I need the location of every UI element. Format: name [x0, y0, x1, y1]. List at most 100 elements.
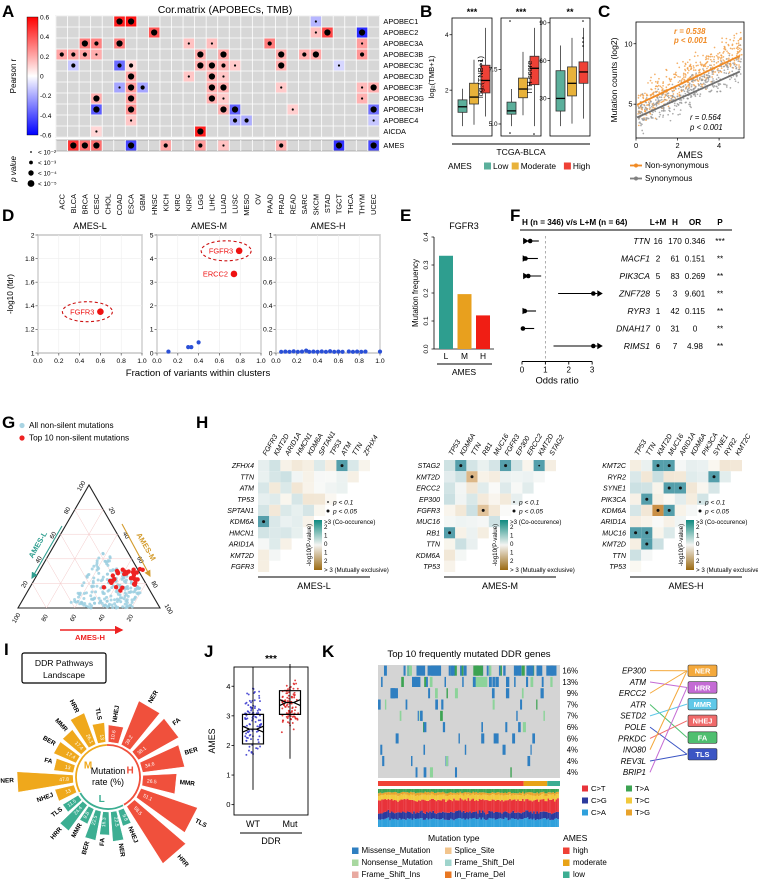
h-cell: [630, 471, 642, 483]
svg-text:P: P: [717, 218, 723, 227]
svg-text:AICDA: AICDA: [383, 127, 406, 136]
svg-text:ZNF728: ZNF728: [618, 289, 650, 299]
h-cell: [663, 527, 675, 539]
svg-text:Mutation: Mutation: [91, 766, 126, 776]
svg-text:4: 4: [445, 32, 449, 39]
panel-e-label: E: [400, 206, 412, 225]
svg-text:0.2: 0.2: [292, 358, 302, 365]
oncoprint-cell: [475, 665, 483, 676]
h-cell: [511, 482, 523, 494]
svg-text:ZFHX4: ZFHX4: [362, 434, 380, 458]
h-cell: [302, 460, 314, 472]
h-cell: [336, 482, 348, 494]
svg-text:NHEJ: NHEJ: [36, 792, 55, 804]
h-cell: [630, 549, 642, 561]
h-cell: [466, 482, 478, 494]
panel-c: C 0 2 4 10 5 AMES Mutation counts (log2) r = 0.…: [596, 0, 758, 205]
svg-text:1: 1: [324, 550, 328, 557]
svg-text:170: 170: [668, 237, 682, 246]
svg-text:60: 60: [539, 58, 547, 65]
svg-text:PRAD: PRAD: [277, 194, 286, 215]
h-cell: [258, 538, 270, 550]
svg-text:0.6: 0.6: [40, 15, 49, 22]
svg-text:APOBEC3D: APOBEC3D: [383, 72, 423, 81]
svg-text:20: 20: [126, 613, 136, 623]
svg-text:0.0: 0.0: [33, 358, 43, 365]
svg-text:LGG: LGG: [196, 194, 205, 210]
svg-text:TLS: TLS: [696, 750, 710, 759]
oncoprint-cell: [495, 676, 499, 687]
svg-text:PIK3CA: PIK3CA: [619, 271, 650, 281]
svg-text:CHOL: CHOL: [104, 194, 113, 215]
oncoprint-cell: [446, 756, 448, 767]
svg-text:READ: READ: [288, 194, 297, 215]
svg-text:0.8: 0.8: [116, 358, 126, 365]
svg-text:47.8: 47.8: [59, 777, 69, 784]
svg-text:Mutation counts (log2): Mutation counts (log2): [609, 37, 619, 122]
h-cell: [697, 493, 709, 505]
oncoprint-cell: [505, 688, 510, 699]
svg-text:1: 1: [324, 533, 328, 540]
svg-text:APOBEC3B: APOBEC3B: [383, 50, 423, 59]
panel-e-plot: FGFR3 0.4 0.3 0.2 0.1 0.0 L M H Mutation frequenc…: [411, 221, 494, 377]
svg-text:T>C: T>C: [635, 796, 650, 805]
oncoprint-cell: [488, 676, 492, 687]
svg-text:0.0: 0.0: [271, 358, 281, 365]
oncoprint-cell: [489, 665, 492, 676]
svg-text:FA: FA: [44, 757, 54, 766]
svg-text:In_Frame_Del: In_Frame_Del: [455, 870, 506, 879]
svg-text:Missense_Mutation: Missense_Mutation: [362, 846, 431, 855]
svg-text:7%: 7%: [567, 700, 578, 709]
svg-text:rate (%): rate (%): [92, 777, 124, 787]
svg-text:1: 1: [656, 307, 661, 316]
h-cell: [302, 516, 314, 528]
oncoprint-cell: [403, 665, 406, 676]
svg-text:ZFHX4: ZFHX4: [231, 463, 254, 470]
svg-text:MMR: MMR: [694, 700, 712, 709]
oncoprint-cell: [423, 744, 426, 755]
h-cell: [641, 504, 653, 516]
svg-text:TP53: TP53: [237, 497, 254, 504]
h-cell: [488, 482, 500, 494]
bar: [476, 315, 490, 349]
h-cell: [641, 471, 653, 483]
h-cell: [455, 493, 467, 505]
oncoprint-cell: [411, 756, 413, 767]
oncoprint-cell: [431, 665, 442, 676]
h-cell: [522, 482, 534, 494]
svg-text:0: 0: [226, 800, 230, 809]
ddr-bar: [62, 729, 88, 755]
svg-text:4: 4: [717, 141, 721, 150]
h-cell: [652, 516, 664, 528]
svg-text:26.1: 26.1: [84, 733, 94, 745]
h-cell: [674, 471, 686, 483]
oncoprint-cell: [378, 699, 381, 710]
oncoprint-cell: [521, 665, 525, 676]
h-cell: [641, 516, 653, 528]
svg-text:APOBEC1: APOBEC1: [383, 17, 418, 26]
ddr-bar: [16, 771, 74, 793]
svg-text:KDM6A: KDM6A: [416, 553, 440, 560]
svg-text:-0.4: -0.4: [40, 113, 52, 120]
h-cell: [500, 504, 512, 516]
svg-text:p < 0.05: p < 0.05: [518, 509, 543, 516]
svg-text:NER: NER: [0, 777, 14, 785]
h-cell: [686, 471, 698, 483]
svg-text:TLS: TLS: [50, 806, 64, 819]
svg-text:POLE: POLE: [625, 723, 647, 732]
svg-text:BRCA: BRCA: [80, 194, 89, 215]
h-cell: [280, 504, 292, 516]
svg-text:Fraction of variants within cl: Fraction of variants within clusters: [126, 368, 271, 379]
h-cell: [258, 460, 270, 472]
h-cell: [444, 516, 456, 528]
bar: [439, 255, 453, 349]
h-cell: [325, 493, 337, 505]
svg-text:FGFR3: FGFR3: [449, 221, 479, 231]
svg-text:H (n = 346) v/s L+M (n = 64): H (n = 346) v/s L+M (n = 64): [522, 218, 628, 227]
oncoprint-cell: [492, 699, 495, 710]
svg-text:40: 40: [34, 555, 44, 565]
h-cell: [347, 460, 359, 472]
oncoprint-cell: [458, 733, 460, 744]
panel-d: D AMES-L 2 1.8 1.6 1.4 1.2 1 0.0 0.2 0.4 0.6 0.8 1.0…: [0, 205, 398, 410]
svg-text:SYNE1: SYNE1: [603, 486, 626, 493]
